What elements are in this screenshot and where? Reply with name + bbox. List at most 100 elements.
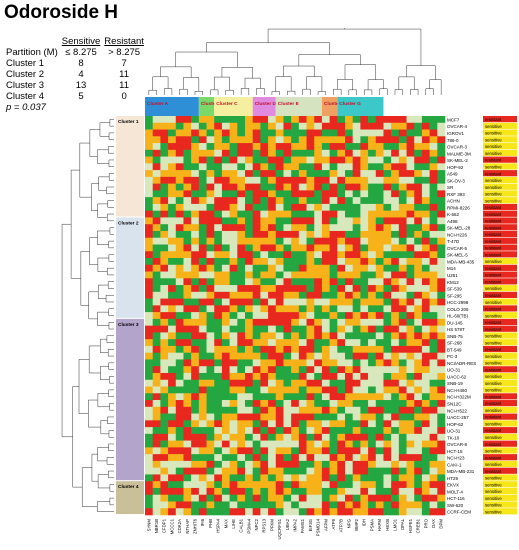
cell-line-label: HCC-2998 — [447, 300, 469, 305]
heatmap-cell — [260, 156, 269, 164]
heatmap-cell — [429, 352, 438, 360]
heatmap-cell — [275, 400, 284, 408]
dendrogram-branch — [105, 294, 114, 303]
heatmap-cell — [183, 298, 192, 306]
heatmap-cell — [260, 129, 269, 137]
heatmap-cell — [375, 278, 384, 286]
heatmap-cell — [268, 508, 277, 516]
heatmap-cell — [383, 298, 392, 306]
heatmap-cell — [245, 244, 253, 252]
heatmap-cell — [152, 203, 161, 211]
heatmap-cell — [421, 366, 430, 374]
heatmap-cell — [437, 122, 446, 130]
heatmap-cell — [152, 400, 161, 408]
heatmap-cell — [198, 237, 207, 245]
heatmap-cell — [183, 285, 192, 293]
gene-label: SYNM — [146, 519, 151, 532]
heatmap-cell — [191, 285, 200, 293]
heatmap-cell — [437, 244, 446, 252]
heatmap-cell — [275, 454, 284, 462]
heatmap-cell — [406, 318, 415, 326]
heatmap-cell — [245, 413, 253, 421]
heatmap-cell — [291, 420, 300, 428]
heatmap-cell — [291, 224, 300, 232]
heatmap-cell — [183, 406, 192, 414]
heatmap-cell — [321, 305, 330, 313]
heatmap-cell — [191, 210, 200, 218]
heatmap-cell — [237, 237, 246, 245]
heatmap-cell — [360, 183, 369, 191]
heatmap-cell — [375, 291, 384, 299]
heatmap-cell — [245, 379, 253, 387]
heatmap-cell — [145, 393, 153, 401]
heatmap-cell — [398, 312, 407, 320]
heatmap-cell — [321, 163, 330, 171]
heatmap-cell — [391, 217, 400, 225]
heatmap-cell — [275, 393, 284, 401]
heatmap-cell — [191, 372, 200, 381]
heatmap-cell — [229, 447, 238, 455]
heatmap-cell — [306, 352, 315, 360]
dendrogram-branch — [148, 89, 157, 95]
cell-line-label: MDA-MB-435 — [447, 259, 475, 264]
heatmap-cell — [398, 210, 407, 218]
heatmap-cell — [306, 203, 315, 211]
heatmap-cell — [206, 285, 215, 293]
response-label: sensitive — [485, 151, 502, 156]
heatmap-cell — [145, 494, 153, 502]
heatmap-cell — [152, 237, 161, 245]
heatmap-cell — [360, 467, 369, 475]
heatmap-cell — [291, 278, 300, 286]
heatmap-cell — [314, 156, 323, 164]
heatmap-cell — [229, 244, 238, 252]
heatmap-cell — [429, 393, 438, 401]
heatmap-cell — [206, 339, 215, 347]
heatmap-cell — [429, 447, 438, 455]
heatmap-cell — [391, 271, 400, 279]
heatmap-cell — [221, 400, 230, 408]
heatmap-cell — [183, 386, 192, 394]
response-cell — [483, 406, 517, 413]
heatmap-cell — [406, 481, 415, 489]
heatmap-cell — [414, 258, 423, 266]
dendrogram-branch — [275, 76, 292, 92]
heatmap-cell — [198, 136, 207, 144]
heatmap-cell — [306, 406, 315, 414]
heatmap-cell — [345, 460, 353, 468]
heatmap-cell — [168, 427, 177, 435]
heatmap-cell — [391, 258, 400, 266]
heatmap-cell — [275, 487, 284, 496]
heatmap-cell — [437, 427, 446, 435]
heatmap-cell — [337, 258, 346, 266]
heatmap-cell — [237, 318, 246, 326]
heatmap-cell — [414, 224, 423, 232]
heatmap-cell — [145, 258, 153, 266]
heatmap-cell — [383, 427, 392, 435]
dendrogram-branch — [108, 443, 114, 452]
heatmap-cell — [298, 494, 307, 502]
heatmap-cell — [429, 481, 438, 489]
heatmap-cell — [291, 305, 300, 313]
gene-label: HAPM — [377, 519, 382, 532]
heatmap-cell — [245, 406, 253, 414]
heatmap-cell — [229, 474, 238, 482]
heatmap-cell — [329, 312, 338, 320]
heatmap-cell — [406, 129, 415, 137]
heatmap-cell — [260, 190, 269, 198]
heatmap-cell — [237, 149, 246, 157]
heatmap-cell — [168, 359, 177, 367]
heatmap-cell — [198, 339, 207, 347]
heatmap-cell — [237, 210, 246, 218]
heatmap-cell — [429, 406, 438, 414]
heatmap-cell — [329, 163, 338, 171]
dendrogram-branch — [163, 88, 173, 95]
heatmap-cell — [421, 149, 430, 157]
heatmap-cell — [160, 400, 169, 408]
heatmap-cell — [268, 163, 277, 171]
cell-line-label: K-562 — [447, 212, 460, 217]
gene-label: MCCC1 — [169, 518, 174, 534]
heatmap-cell — [414, 440, 423, 448]
heatmap-cell — [229, 359, 238, 367]
heatmap-cell — [160, 460, 169, 468]
heatmap-cell — [183, 345, 192, 353]
